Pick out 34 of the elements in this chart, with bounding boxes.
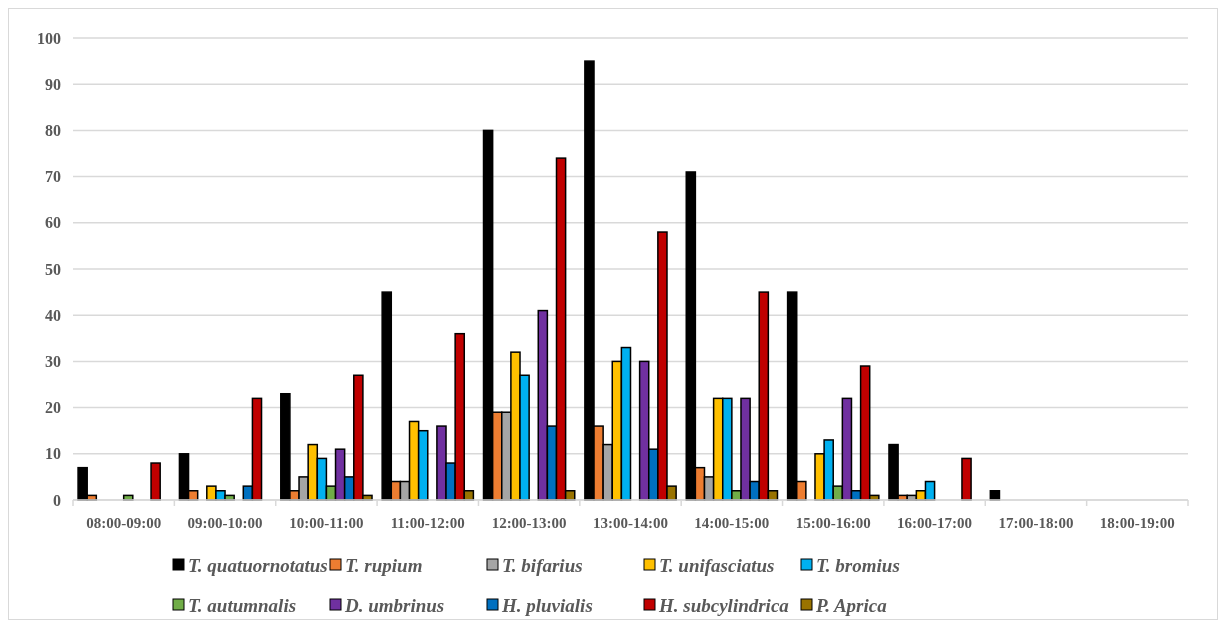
legend-label: T. unifasciatus (659, 554, 775, 576)
y-tick-label: 0 (53, 491, 61, 509)
legend-label: T. quatuornotatus (188, 554, 328, 576)
x-tick-label: 15:00-16:00 (795, 515, 871, 531)
y-tick-label: 70 (45, 168, 61, 186)
bar (150, 462, 161, 501)
y-tick-label: 30 (45, 353, 61, 370)
legend-label: D. umbrinus (344, 594, 445, 616)
bar (961, 457, 972, 501)
x-tick-label: 16:00-17:00 (897, 515, 973, 531)
y-tick-label: 10 (45, 445, 61, 463)
legend-label: T. bromius (816, 554, 900, 576)
y-tick-label: 40 (45, 306, 61, 324)
legend-label: H. subcylindrica (658, 594, 790, 616)
y-tick-label: 90 (45, 75, 61, 93)
x-tick-label: 10:00-11:00 (289, 515, 364, 531)
x-tick-label: 13:00-14:00 (593, 515, 668, 531)
y-tick-label: 80 (45, 122, 61, 139)
x-tick-label: 09:00-10:00 (187, 515, 263, 531)
x-tick-label: 14:00-15:00 (694, 515, 770, 531)
legend-label: T. rupium (345, 554, 423, 576)
x-tick-label: 08:00-09:00 (86, 515, 162, 531)
legend-label: P. Aprica (815, 594, 888, 616)
legend-label: H. pluvialis (501, 594, 593, 616)
legend-label: T. bifarius (502, 554, 583, 576)
y-tick-label: 60 (45, 214, 61, 232)
y-tick-label: 100 (37, 29, 61, 47)
x-tick-label: 11:00-12:00 (390, 515, 465, 531)
y-tick-label: 50 (45, 260, 61, 278)
legend-label: T. autumnalis (188, 594, 297, 616)
x-tick-label: 17:00-18:00 (998, 515, 1074, 531)
x-tick-label: 18:00-19:00 (1099, 515, 1175, 531)
y-tick-label: 20 (45, 399, 61, 417)
x-tick-label: 12:00-13:00 (491, 515, 567, 531)
